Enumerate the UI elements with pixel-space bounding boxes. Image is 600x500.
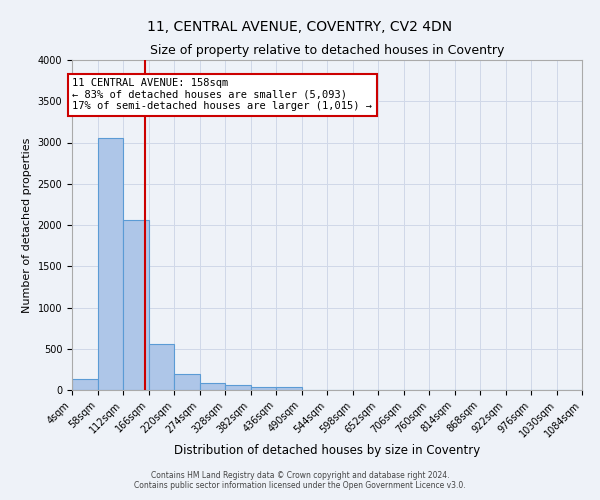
Bar bbox=[123, 220, 149, 390]
Bar bbox=[225, 385, 251, 390]
Bar bbox=[251, 386, 276, 390]
Bar bbox=[97, 138, 123, 390]
Bar bbox=[200, 384, 225, 390]
Bar bbox=[174, 374, 199, 390]
Bar bbox=[72, 380, 97, 390]
X-axis label: Distribution of detached houses by size in Coventry: Distribution of detached houses by size … bbox=[174, 444, 480, 458]
Bar bbox=[276, 386, 302, 390]
Title: Size of property relative to detached houses in Coventry: Size of property relative to detached ho… bbox=[150, 44, 504, 58]
Text: 11, CENTRAL AVENUE, COVENTRY, CV2 4DN: 11, CENTRAL AVENUE, COVENTRY, CV2 4DN bbox=[148, 20, 452, 34]
Text: Contains HM Land Registry data © Crown copyright and database right 2024.
Contai: Contains HM Land Registry data © Crown c… bbox=[134, 470, 466, 490]
Y-axis label: Number of detached properties: Number of detached properties bbox=[22, 138, 32, 312]
Bar bbox=[149, 344, 174, 390]
Text: 11 CENTRAL AVENUE: 158sqm
← 83% of detached houses are smaller (5,093)
17% of se: 11 CENTRAL AVENUE: 158sqm ← 83% of detac… bbox=[73, 78, 373, 112]
